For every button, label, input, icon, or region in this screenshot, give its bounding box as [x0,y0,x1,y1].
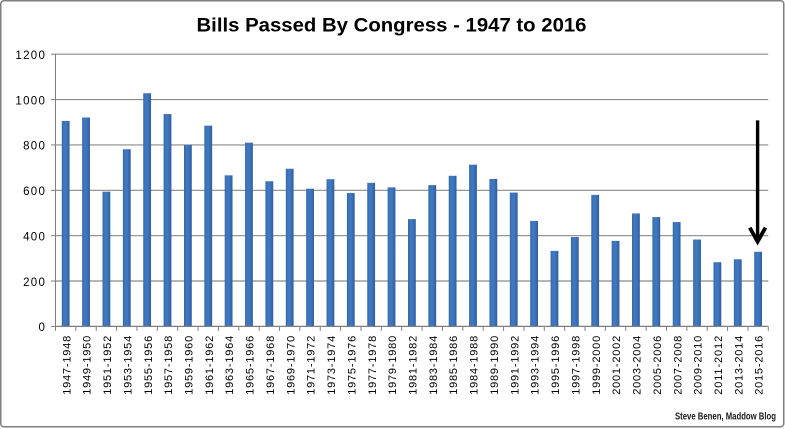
svg-text:2001-2002: 2001-2002 [611,336,623,395]
svg-text:1999-2000: 1999-2000 [591,336,603,395]
svg-text:1991-1992: 1991-1992 [509,336,521,395]
svg-text:1949-1950: 1949-1950 [82,336,94,395]
svg-text:1977-1978: 1977-1978 [367,336,379,395]
svg-text:2013-2014: 2013-2014 [733,336,745,395]
svg-text:1953-1954: 1953-1954 [122,336,134,395]
svg-text:1961-1962: 1961-1962 [204,336,216,395]
svg-text:2007-2008: 2007-2008 [672,336,684,395]
svg-text:1971-1972: 1971-1972 [306,336,318,395]
svg-text:2011-2012: 2011-2012 [713,336,725,395]
svg-text:1993-1994: 1993-1994 [530,336,542,395]
svg-text:1951-1952: 1951-1952 [102,336,114,395]
svg-text:1965-1966: 1965-1966 [245,336,257,395]
svg-text:2009-2010: 2009-2010 [693,336,705,395]
svg-text:1995-1996: 1995-1996 [550,336,562,395]
svg-text:200: 200 [23,277,46,289]
svg-text:1967-1968: 1967-1968 [265,336,277,395]
svg-text:1979-1980: 1979-1980 [387,336,399,395]
svg-text:1957-1958: 1957-1958 [163,336,175,395]
svg-text:1975-1976: 1975-1976 [346,336,358,395]
svg-text:1959-1960: 1959-1960 [183,336,195,395]
svg-text:1963-1964: 1963-1964 [224,336,236,395]
svg-text:0: 0 [38,322,46,334]
svg-text:2003-2004: 2003-2004 [632,336,644,395]
svg-text:1000: 1000 [15,95,46,107]
svg-text:1200: 1200 [15,50,46,62]
svg-text:1984-1988: 1984-1988 [469,336,481,395]
svg-text:2015-2016: 2015-2016 [754,336,766,395]
svg-text:1981-1982: 1981-1982 [408,336,420,395]
svg-text:2005-2006: 2005-2006 [652,336,664,395]
svg-text:800: 800 [23,141,46,153]
svg-text:1989-1990: 1989-1990 [489,336,501,395]
svg-text:1955-1956: 1955-1956 [143,336,155,395]
svg-text:Steve Benen, Maddow Blog: Steve Benen, Maddow Blog [675,411,776,423]
svg-text:600: 600 [23,186,46,198]
svg-text:1969-1970: 1969-1970 [285,336,297,395]
svg-text:1973-1974: 1973-1974 [326,336,338,395]
svg-text:1983-1984: 1983-1984 [428,336,440,395]
svg-text:1947-1948: 1947-1948 [61,336,73,395]
svg-text:400: 400 [23,231,46,243]
svg-text:1985-1986: 1985-1986 [448,336,460,395]
svg-text:1997-1998: 1997-1998 [570,336,582,395]
svg-text:Bills Passed By Congress - 194: Bills Passed By Congress - 1947 to 2016 [197,16,587,37]
